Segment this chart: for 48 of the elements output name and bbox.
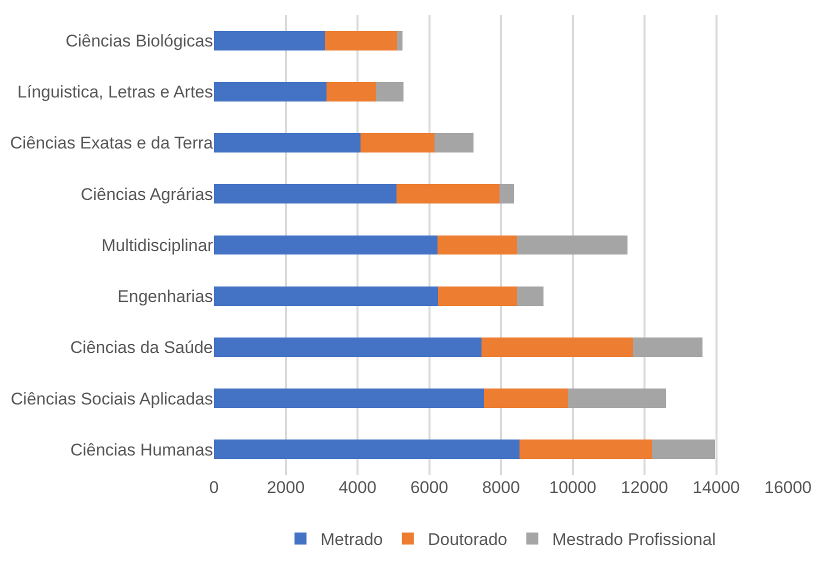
bar — [500, 184, 514, 204]
bar — [376, 82, 404, 102]
bar — [396, 30, 402, 50]
bar — [360, 133, 435, 152]
bar — [214, 440, 520, 460]
bar — [396, 184, 500, 204]
x-tick-label: 10000 — [549, 478, 596, 497]
bar — [517, 235, 628, 255]
bar — [325, 30, 397, 50]
y-tick-label: Ciências Humanas — [70, 440, 213, 460]
bar — [214, 184, 397, 204]
bar — [568, 388, 666, 408]
bar — [214, 286, 438, 306]
legend-label: Mestrado Profissional — [552, 530, 716, 550]
bar — [214, 338, 482, 357]
bar — [438, 235, 518, 255]
y-tick-label: Engenharias — [118, 287, 213, 306]
legend-label: Metrado — [320, 530, 383, 550]
y-tick-label: Ciências Exatas e da Terra — [10, 134, 214, 153]
bar — [214, 82, 326, 102]
bar — [516, 286, 544, 306]
x-tick-label: 4000 — [338, 478, 376, 497]
bar — [214, 235, 438, 255]
y-tick-label: Línguistica, Letras e Artes — [17, 82, 213, 102]
x-tick-label: 0 — [209, 478, 219, 497]
bar — [214, 388, 484, 408]
x-tick-label: 14000 — [692, 478, 740, 497]
y-tick-label: Ciências Agrárias — [80, 184, 213, 204]
y-tick-label: Ciências Biológicas — [66, 32, 213, 51]
bar — [633, 338, 702, 357]
legend-label: Doutorado — [428, 530, 508, 550]
bar — [434, 133, 474, 152]
x-tick-label: 8000 — [482, 478, 520, 497]
y-tick-label: Ciências Sociais Aplicadas — [10, 389, 213, 408]
bar — [652, 440, 715, 460]
x-tick-label: 12000 — [620, 478, 668, 497]
bar — [438, 286, 517, 306]
bar — [214, 30, 326, 50]
bar — [519, 440, 652, 460]
x-tick-label: 6000 — [410, 478, 448, 497]
y-tick-label: Ciências da Saúde — [70, 338, 213, 358]
bar — [326, 82, 376, 102]
bar — [481, 338, 634, 357]
bar — [484, 388, 568, 408]
x-tick-label: 16000 — [764, 478, 812, 497]
x-tick-label: 2000 — [266, 478, 305, 497]
bar — [214, 133, 361, 152]
y-tick-label: Multidisciplinar — [102, 236, 214, 255]
